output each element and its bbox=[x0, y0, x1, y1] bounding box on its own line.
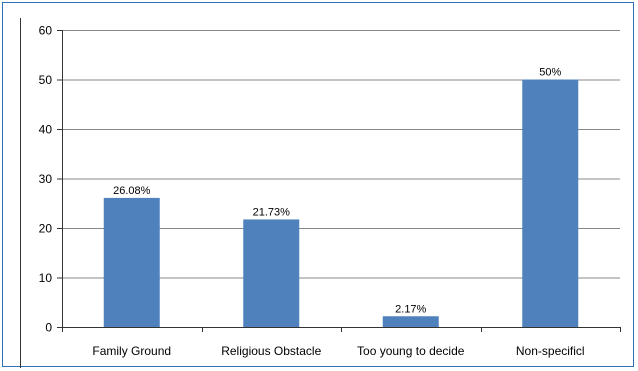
bar bbox=[243, 219, 300, 327]
plot-area bbox=[20, 18, 629, 368]
bar bbox=[103, 197, 160, 327]
bar bbox=[382, 316, 439, 327]
y-tick-label: 50 bbox=[39, 73, 53, 87]
y-tick-label: 10 bbox=[39, 271, 53, 285]
x-tick-label: Non-specificl bbox=[516, 344, 585, 358]
data-label: 2.17% bbox=[395, 303, 426, 315]
y-tick-label: 60 bbox=[39, 24, 53, 38]
data-label: 50% bbox=[539, 67, 561, 79]
x-tick-label: Too young to decide bbox=[357, 344, 465, 358]
y-tick-label: 40 bbox=[39, 123, 53, 137]
x-tick-label: Religious Obstacle bbox=[221, 344, 321, 358]
y-tick-label: 20 bbox=[39, 222, 53, 236]
y-tick-label: 30 bbox=[39, 172, 53, 186]
x-tick-label: Family Ground bbox=[92, 344, 171, 358]
data-label: 21.73% bbox=[253, 206, 291, 218]
data-label: 26.08% bbox=[113, 185, 151, 197]
bar bbox=[522, 79, 579, 327]
y-tick-label: 0 bbox=[45, 321, 52, 335]
